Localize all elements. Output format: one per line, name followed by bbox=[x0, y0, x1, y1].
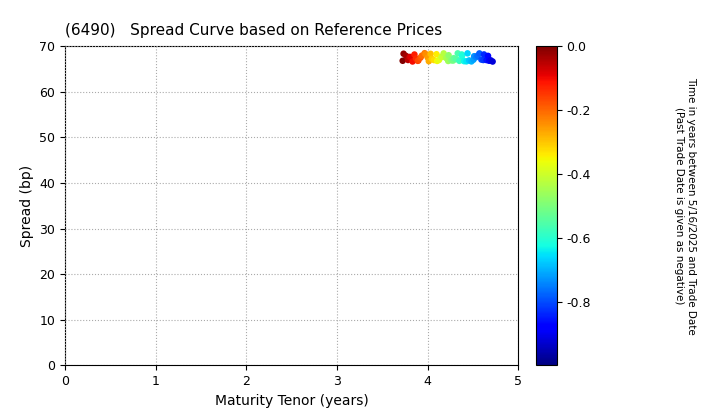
Point bbox=[476, 56, 487, 63]
Y-axis label: Time in years between 5/16/2025 and Trade Date
(Past Trade Date is given as nega: Time in years between 5/16/2025 and Trad… bbox=[675, 77, 696, 335]
Point bbox=[441, 55, 452, 61]
Point bbox=[477, 57, 489, 63]
Point bbox=[468, 56, 480, 63]
Point bbox=[454, 58, 465, 64]
Point bbox=[482, 52, 494, 59]
Point bbox=[481, 57, 492, 63]
Point bbox=[472, 52, 483, 59]
Point bbox=[436, 54, 448, 60]
Y-axis label: Spread (bp): Spread (bp) bbox=[19, 165, 34, 247]
Point bbox=[462, 50, 473, 57]
Point bbox=[407, 58, 418, 65]
Point bbox=[452, 50, 464, 57]
Point bbox=[446, 57, 457, 64]
Point bbox=[451, 56, 462, 63]
Point bbox=[410, 55, 422, 62]
Text: (6490)   Spread Curve based on Reference Prices: (6490) Spread Curve based on Reference P… bbox=[65, 23, 442, 38]
Point bbox=[400, 52, 412, 59]
Point bbox=[464, 57, 475, 64]
Point bbox=[397, 58, 408, 64]
Point bbox=[426, 55, 438, 62]
Point bbox=[456, 51, 467, 58]
Point bbox=[409, 51, 420, 58]
Point bbox=[431, 51, 442, 58]
Point bbox=[433, 57, 445, 63]
Point bbox=[422, 54, 433, 61]
Point bbox=[419, 50, 431, 57]
Point bbox=[456, 52, 468, 59]
Point bbox=[436, 53, 447, 60]
Point bbox=[428, 57, 440, 63]
Point bbox=[431, 58, 443, 64]
Point bbox=[485, 57, 497, 64]
Point bbox=[412, 58, 423, 64]
Point bbox=[448, 55, 459, 62]
Point bbox=[404, 54, 415, 60]
Point bbox=[447, 57, 459, 64]
Point bbox=[423, 58, 435, 65]
Point bbox=[466, 58, 477, 65]
Point bbox=[469, 53, 480, 60]
Point bbox=[474, 50, 485, 57]
Point bbox=[413, 57, 424, 64]
Point bbox=[402, 57, 414, 63]
Point bbox=[478, 51, 490, 58]
Point bbox=[415, 54, 426, 61]
Point bbox=[438, 50, 449, 57]
Point bbox=[442, 58, 454, 64]
Point bbox=[470, 54, 482, 60]
Point bbox=[483, 58, 495, 64]
Point bbox=[461, 58, 472, 65]
Point bbox=[487, 58, 498, 65]
Point bbox=[420, 51, 431, 58]
Point bbox=[416, 52, 428, 59]
Point bbox=[459, 58, 470, 65]
Point bbox=[405, 54, 416, 60]
Point bbox=[425, 50, 436, 57]
Point bbox=[443, 52, 454, 58]
Point bbox=[398, 50, 410, 57]
X-axis label: Maturity Tenor (years): Maturity Tenor (years) bbox=[215, 394, 369, 408]
